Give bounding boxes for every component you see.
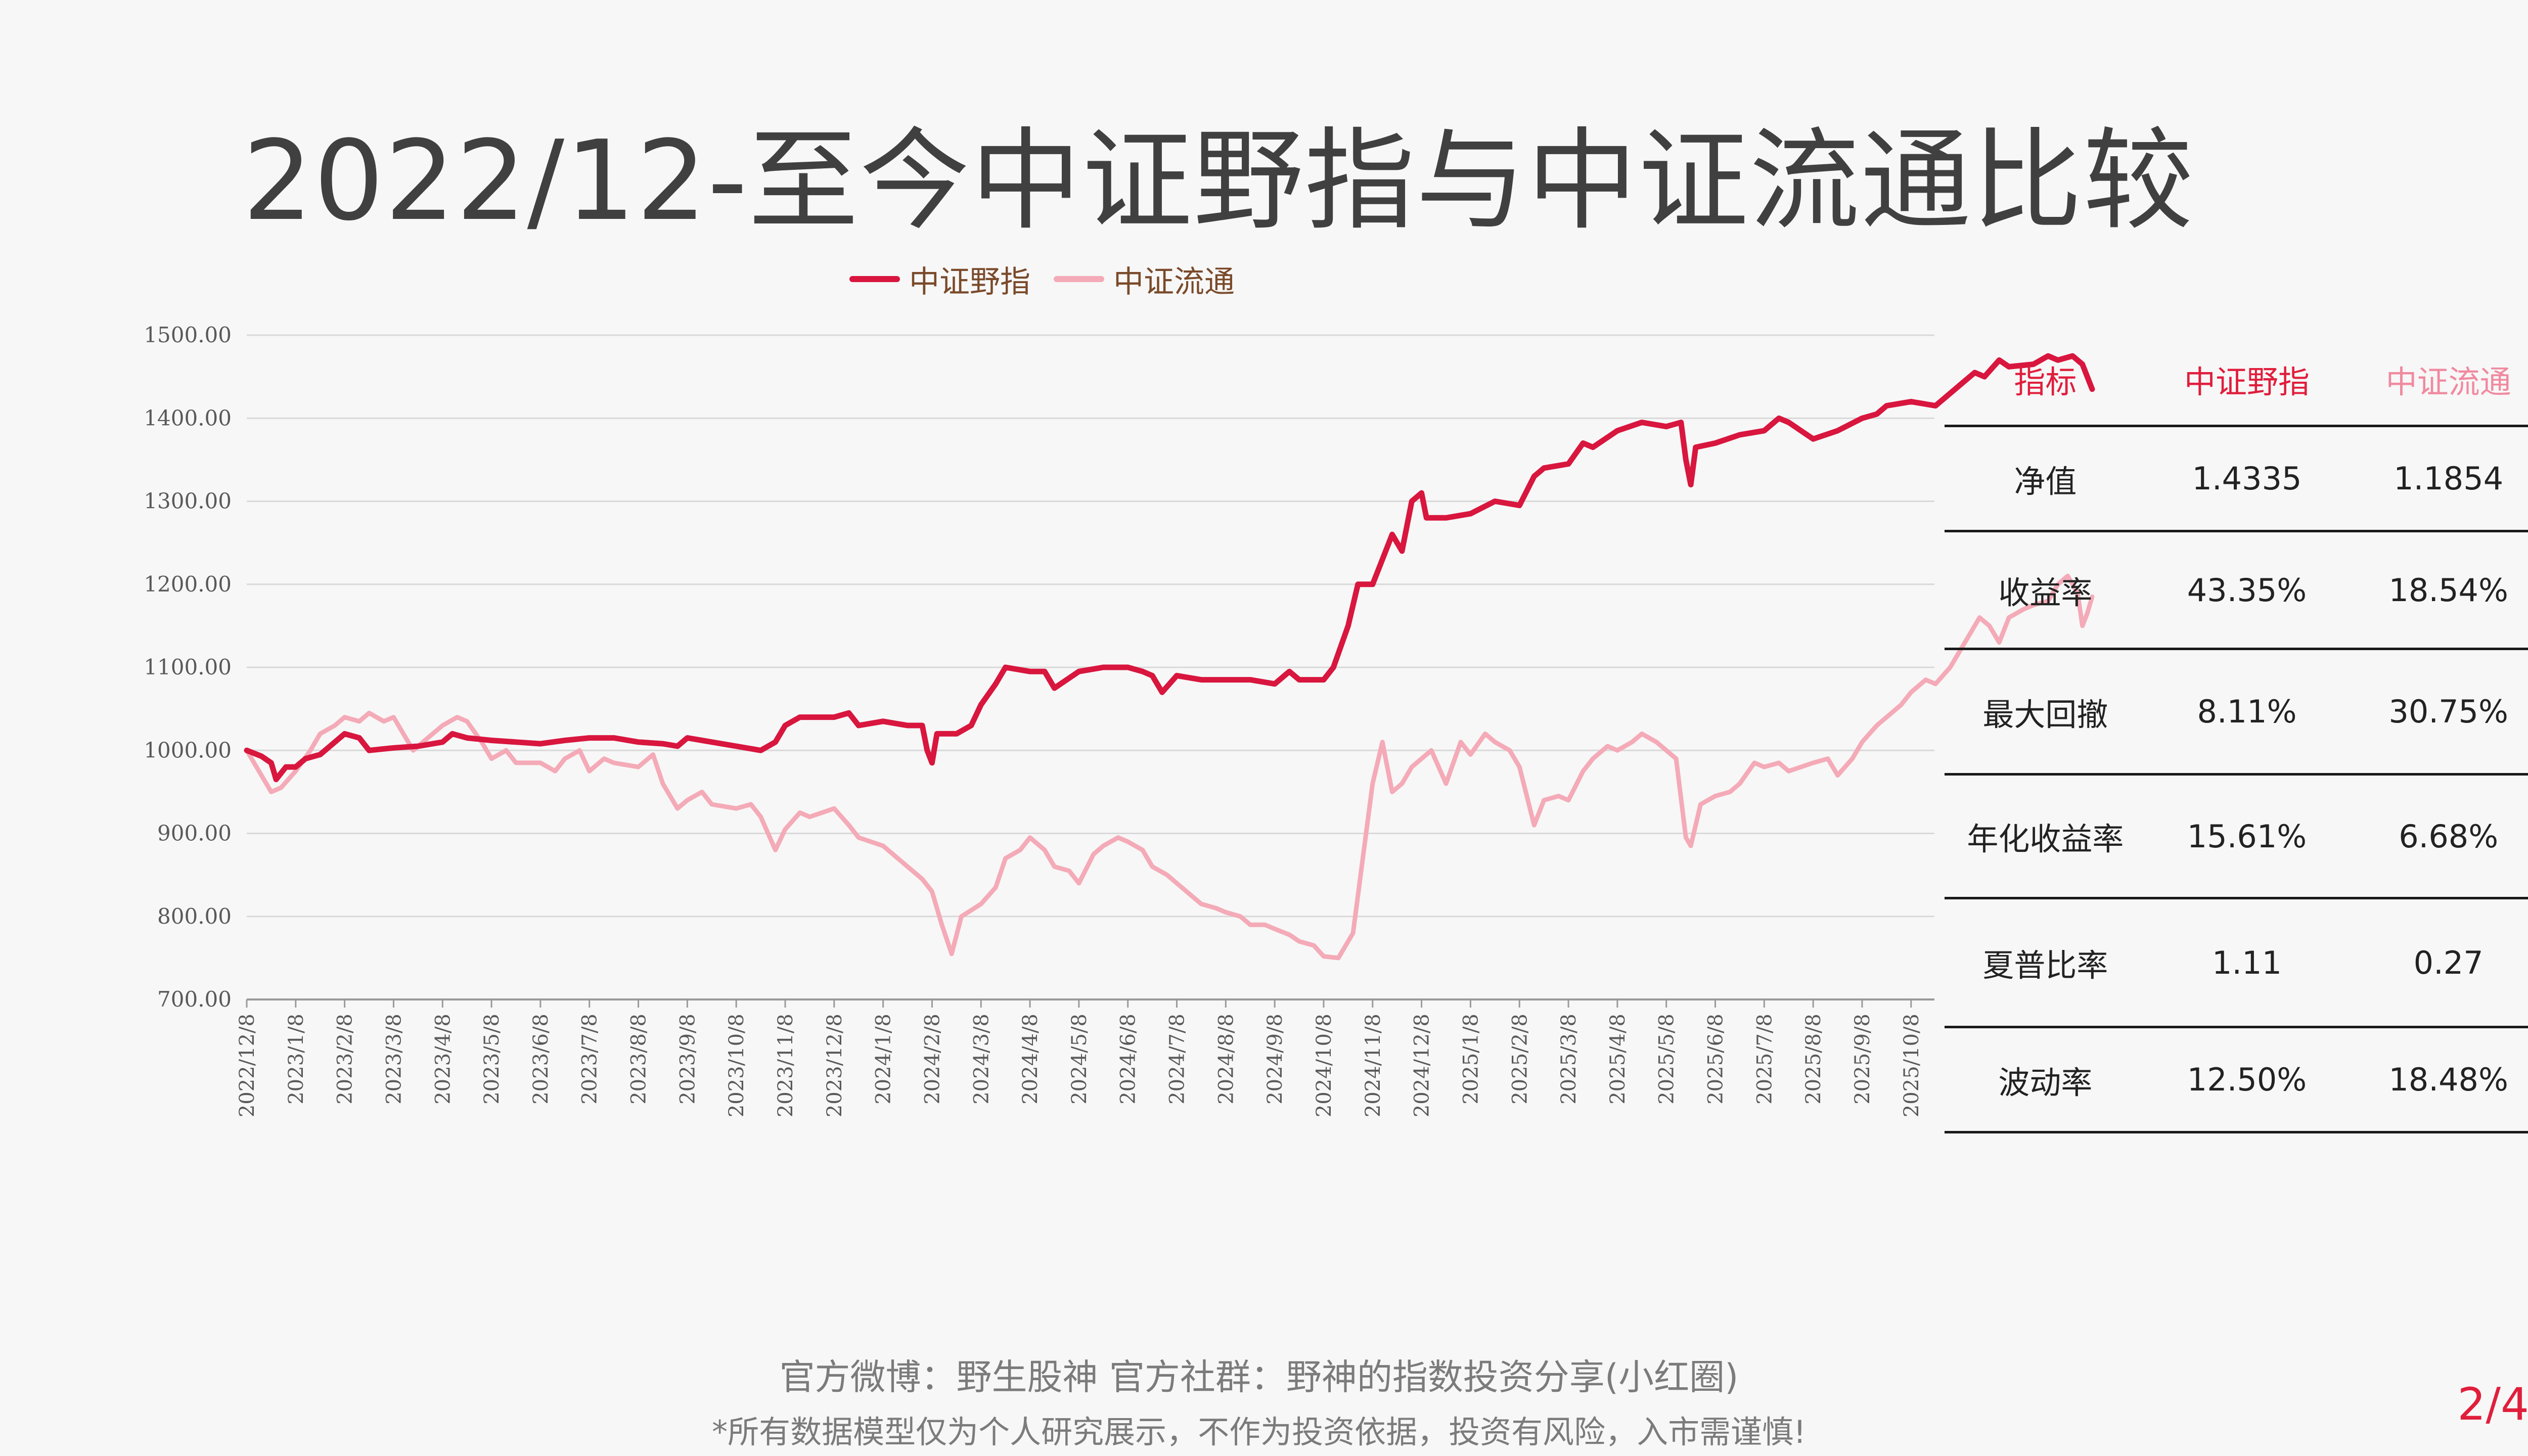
row-value-ye: 1.4335	[2192, 460, 2302, 497]
x-tick-label: 2025/1/8	[1459, 1014, 1482, 1105]
x-tick-label: 2024/2/8	[921, 1014, 944, 1105]
row-value-liutong: 18.54%	[2388, 571, 2508, 609]
table-header-row: 指标 中证野指 中证流通	[1945, 334, 2528, 427]
y-tick-label: 1100.00	[144, 655, 232, 679]
table-row: 最大回撤 8.11% 30.75%	[1945, 650, 2528, 776]
row-label: 夏普比率	[1982, 947, 2108, 984]
page-title: 2022/12-至今中证野指与中证流通比较	[242, 117, 2195, 245]
row-value-ye: 12.50%	[2187, 1061, 2307, 1098]
x-tick-label: 2024/1/8	[872, 1014, 895, 1105]
x-tick-label: 2024/7/8	[1166, 1014, 1189, 1105]
x-tick-label: 2024/10/8	[1313, 1014, 1336, 1117]
x-tick-label: 2025/10/8	[1900, 1014, 1923, 1117]
row-value-liutong: 6.68%	[2399, 817, 2499, 855]
footer-disclaimer: *所有数据模型仅为个人研究展示，不作为投资依据，投资有风险，入市需谨慎!	[712, 1414, 1806, 1450]
page-number: 2/4	[2457, 1378, 2528, 1430]
row-label: 年化收益率	[1967, 821, 2124, 857]
table-header-metric: 指标	[2014, 363, 2077, 400]
x-tick-label: 2023/6/8	[529, 1014, 553, 1105]
table-row: 夏普比率 1.11 0.27	[1945, 899, 2528, 1028]
y-tick-label: 1300.00	[144, 489, 232, 514]
y-tick-label: 1500.00	[144, 323, 232, 347]
x-tick-label: 2023/11/8	[774, 1014, 797, 1117]
legend-label-ye: 中证野指	[909, 264, 1030, 300]
row-value-liutong: 18.48%	[2388, 1061, 2508, 1098]
legend-swatch-ye	[849, 276, 900, 282]
x-tick-label: 2023/7/8	[578, 1014, 602, 1105]
x-tick-label: 2025/3/8	[1557, 1014, 1581, 1105]
row-value-liutong: 30.75%	[2388, 693, 2508, 730]
x-tick-label: 2022/12/8	[236, 1014, 259, 1117]
x-tick-label: 2024/4/8	[1019, 1014, 1042, 1105]
x-tick-label: 2023/10/8	[725, 1014, 748, 1117]
table-row: 净值 1.4335 1.1854	[1945, 427, 2528, 532]
x-tick-label: 2024/6/8	[1117, 1014, 1140, 1105]
table-row: 收益率 43.35% 18.54%	[1945, 532, 2528, 650]
series-line-ye	[244, 353, 2095, 783]
y-tick-label: 1400.00	[144, 405, 232, 430]
chart-legend: 中证野指 中证流通	[849, 257, 1245, 301]
x-tick-label: 2024/12/8	[1411, 1014, 1434, 1117]
row-label: 最大回撤	[1982, 696, 2108, 733]
x-tick-label: 2023/1/8	[285, 1014, 308, 1105]
x-tick-label: 2025/6/8	[1704, 1014, 1728, 1105]
x-tick-label: 2024/5/8	[1068, 1014, 1091, 1105]
x-tick-label: 2024/11/8	[1362, 1014, 1385, 1117]
legend-item-ye: 中证野指	[849, 257, 1030, 301]
row-label: 净值	[2014, 463, 2077, 500]
x-tick-label: 2023/4/8	[431, 1014, 455, 1105]
table-header-liutong: 中证流通	[2385, 363, 2511, 400]
table-row: 波动率 12.50% 18.48%	[1945, 1028, 2528, 1133]
x-tick-label: 2025/2/8	[1508, 1014, 1531, 1105]
x-tick-label: 2023/8/8	[627, 1014, 651, 1105]
x-tick-label: 2023/5/8	[480, 1014, 504, 1105]
x-tick-label: 2025/4/8	[1606, 1014, 1630, 1105]
comparison-table: 指标 中证野指 中证流通 净值 1.4335 1.1854 收益率 43.35%…	[1945, 334, 2528, 1133]
y-tick-label: 700.00	[157, 987, 232, 1012]
series-line-liutong	[244, 573, 2095, 961]
row-value-ye: 15.61%	[2187, 817, 2307, 855]
y-tick-label: 1000.00	[144, 738, 232, 762]
y-tick-label: 900.00	[157, 821, 232, 846]
x-tick-label: 2023/9/8	[676, 1014, 699, 1105]
x-tick-label: 2025/8/8	[1802, 1014, 1825, 1105]
row-value-ye: 43.35%	[2187, 571, 2307, 609]
x-tick-label: 2023/2/8	[334, 1014, 357, 1105]
table-header-ye: 中证野指	[2184, 363, 2310, 400]
row-label: 收益率	[1998, 574, 2093, 611]
row-value-liutong: 1.1854	[2394, 460, 2504, 497]
y-tick-label: 800.00	[157, 904, 232, 929]
table-row: 年化收益率 15.61% 6.68%	[1945, 776, 2528, 899]
x-tick-label: 2024/9/8	[1263, 1014, 1287, 1105]
x-tick-label: 2025/7/8	[1753, 1014, 1776, 1105]
row-value-liutong: 0.27	[2413, 944, 2484, 981]
row-label: 波动率	[1998, 1064, 2093, 1101]
x-tick-label: 2024/8/8	[1214, 1014, 1238, 1105]
x-tick-label: 2023/3/8	[382, 1014, 405, 1105]
legend-label-liutong: 中证流通	[1113, 264, 1235, 300]
footer-social: 官方微博：野生股神 官方社群：野神的指数投资分享(小红圈)	[779, 1356, 1739, 1398]
y-tick-label: 1200.00	[144, 572, 232, 597]
legend-item-liutong: 中证流通	[1054, 257, 1235, 301]
x-tick-label: 2025/9/8	[1851, 1014, 1874, 1105]
x-tick-label: 2024/3/8	[970, 1014, 993, 1105]
row-value-ye: 8.11%	[2197, 693, 2297, 730]
x-tick-label: 2023/12/8	[823, 1014, 846, 1117]
row-value-ye: 1.11	[2211, 944, 2282, 981]
x-tick-label: 2025/5/8	[1655, 1014, 1679, 1105]
legend-swatch-liutong	[1054, 276, 1104, 282]
